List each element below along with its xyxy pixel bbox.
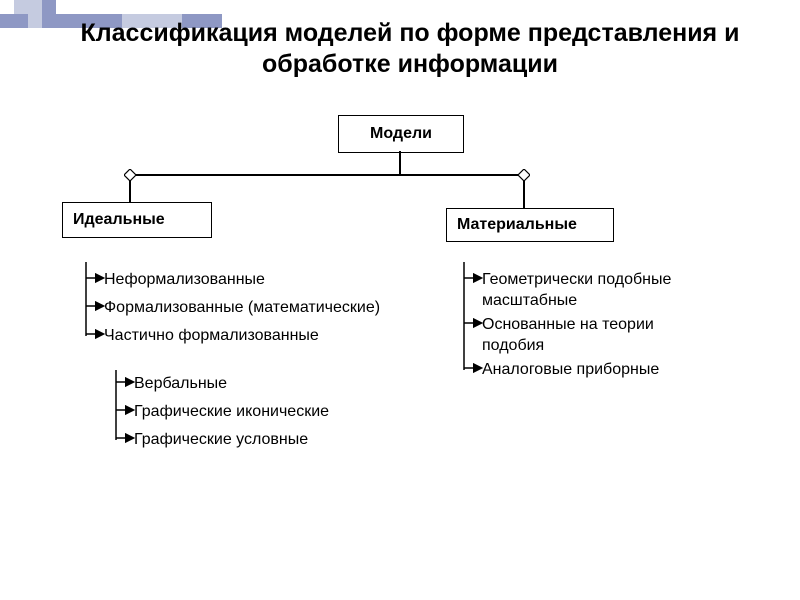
ideal-item-3: Частично формализованные — [104, 326, 319, 347]
ideal-subitem-2: Графические иконические — [134, 402, 329, 423]
material-item-1: Геометрически подобные масштабные — [482, 270, 712, 312]
ideal-item-2: Формализованные (математические) — [104, 298, 380, 319]
material-item-3: Аналоговые приборные — [482, 360, 712, 381]
ideal-item-1: Неформализованные — [104, 270, 265, 291]
ideal-subitem-1: Вербальные — [134, 374, 227, 395]
material-item-2: Основанные на теории подобия — [482, 315, 712, 357]
ideal-subitem-3: Графические условные — [134, 430, 308, 451]
